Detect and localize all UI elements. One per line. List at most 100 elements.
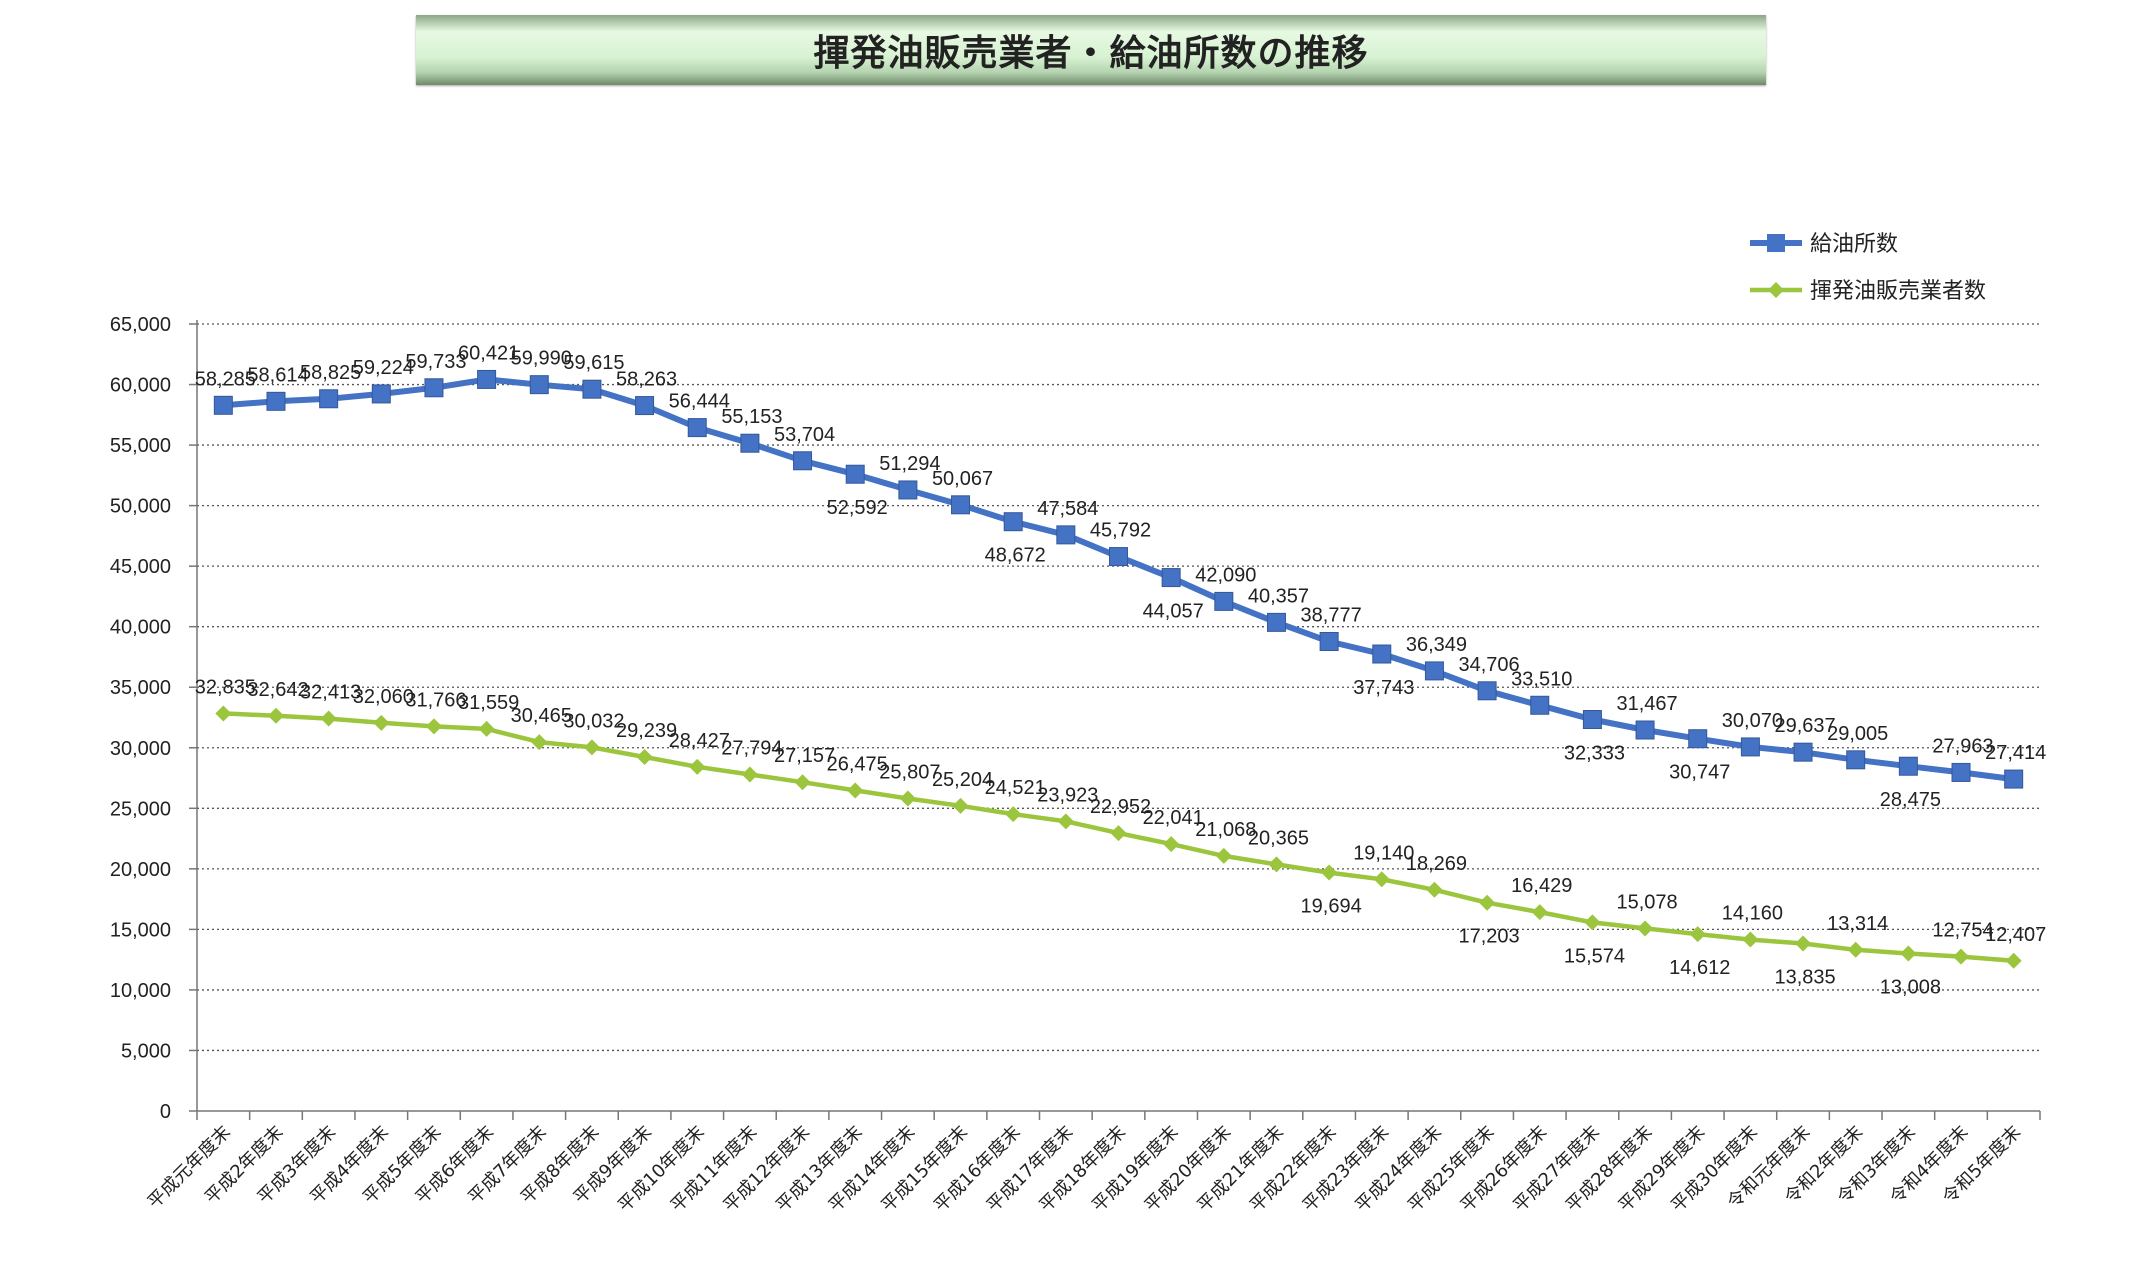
- data-point-station: [1635, 720, 1655, 740]
- data-point-station: [1688, 729, 1708, 749]
- data-label-dealer: 14,160: [1722, 903, 1783, 925]
- data-point-dealer: [373, 714, 390, 731]
- y-tick-label: 40,000: [110, 617, 171, 639]
- legend-label-stations: 給油所数: [1810, 232, 1898, 257]
- data-point-dealer: [478, 720, 495, 737]
- data-point-dealer: [1742, 931, 1759, 948]
- data-label-station: 52,592: [827, 497, 888, 519]
- data-point-dealer: [1689, 926, 1706, 943]
- data-point-dealer: [215, 705, 232, 722]
- data-label-dealer: 25,204: [932, 769, 993, 791]
- data-label-station: 53,704: [774, 424, 835, 446]
- data-point-dealer: [583, 739, 600, 756]
- data-point-station: [319, 389, 339, 409]
- data-label-dealer: 19,694: [1301, 896, 1362, 918]
- data-label-dealer: 12,754: [1932, 920, 1993, 942]
- y-tick-label: 30,000: [110, 738, 171, 760]
- data-label-dealer: 17,203: [1459, 926, 1520, 948]
- data-point-station: [1109, 547, 1128, 567]
- data-label-dealer: 29,239: [616, 720, 677, 742]
- y-tick-label: 35,000: [110, 677, 171, 699]
- data-point-dealer: [1373, 871, 1390, 888]
- data-point-dealer: [636, 748, 653, 765]
- data-point-station: [477, 369, 497, 389]
- data-label-dealer: 12,407: [1985, 924, 2046, 946]
- data-label-dealer: 19,140: [1353, 842, 1414, 864]
- data-point-station: [2004, 769, 2024, 789]
- y-tick-label: 5,000: [121, 1040, 171, 1062]
- data-point-dealer: [847, 782, 864, 799]
- data-point-station: [1424, 661, 1444, 681]
- data-label-dealer: 27,157: [774, 745, 835, 767]
- data-point-dealer: [425, 718, 442, 735]
- data-point-station: [687, 418, 707, 438]
- data-point-dealer: [1637, 920, 1654, 937]
- data-point-station: [1898, 756, 1918, 776]
- data-label-station: 45,792: [1090, 520, 1151, 542]
- data-label-dealer: 21,068: [1195, 819, 1256, 841]
- data-label-station: 50,067: [932, 468, 993, 490]
- data-point-station: [1056, 525, 1076, 545]
- data-label-dealer: 15,078: [1616, 891, 1677, 913]
- data-point-dealer: [1268, 856, 1285, 873]
- data-label-dealer: 32,835: [195, 676, 256, 698]
- data-point-dealer: [1321, 864, 1338, 881]
- data-label-dealer: 24,521: [985, 777, 1046, 799]
- data-label-station: 31,467: [1616, 693, 1677, 715]
- data-label-dealer: 30,032: [563, 710, 624, 732]
- data-point-station: [1582, 710, 1602, 730]
- data-point-station: [1003, 512, 1023, 532]
- data-label-station: 27,963: [1932, 735, 1993, 757]
- data-label-station: 59,615: [563, 352, 624, 374]
- data-label-dealer: 30,465: [511, 705, 572, 727]
- data-point-station: [1793, 742, 1813, 762]
- data-label-station: 58,285: [195, 368, 256, 390]
- data-point-dealer: [267, 707, 284, 724]
- data-point-station: [1530, 695, 1550, 715]
- data-label-dealer: 13,835: [1774, 966, 1835, 988]
- y-tick-label: 55,000: [110, 435, 171, 457]
- data-label-station: 33,510: [1511, 668, 1572, 690]
- y-tick-label: 20,000: [110, 859, 171, 881]
- data-label-dealer: 32,413: [300, 682, 361, 704]
- data-label-station: 58,614: [247, 364, 308, 386]
- data-point-station: [1372, 644, 1392, 664]
- data-label-station: 55,153: [721, 406, 782, 428]
- data-label-dealer: 22,952: [1090, 796, 1151, 818]
- data-point-station: [1951, 762, 1971, 782]
- y-tick-label: 60,000: [110, 375, 171, 397]
- data-point-dealer: [1900, 945, 1917, 962]
- data-point-station: [635, 396, 655, 416]
- data-label-dealer: 18,269: [1406, 853, 1467, 875]
- data-label-dealer: 23,923: [1037, 784, 1098, 806]
- data-label-station: 58,825: [300, 362, 361, 384]
- data-point-station: [740, 433, 760, 453]
- data-point-station: [1846, 750, 1866, 770]
- data-label-dealer: 31,766: [405, 689, 466, 711]
- data-label-station: 36,349: [1406, 634, 1467, 656]
- y-tick-label: 10,000: [110, 980, 171, 1002]
- legend-label-dealers: 揮発油販売業者数: [1810, 279, 1986, 304]
- legend-marker-dealers: [1768, 282, 1784, 298]
- data-label-dealer: 22,041: [1143, 807, 1204, 829]
- data-label-dealer: 25,807: [879, 762, 940, 784]
- data-point-dealer: [531, 734, 548, 751]
- data-point-station: [424, 378, 444, 398]
- data-point-dealer: [899, 790, 916, 807]
- data-label-station: 60,421: [458, 342, 519, 364]
- data-point-station: [1161, 568, 1181, 588]
- data-point-dealer: [952, 797, 969, 814]
- data-label-station: 42,090: [1195, 564, 1256, 586]
- data-label-dealer: 32,642: [247, 679, 308, 701]
- data-label-dealer: 16,429: [1511, 875, 1572, 897]
- data-label-dealer: 20,365: [1248, 827, 1309, 849]
- data-point-dealer: [1005, 806, 1022, 823]
- data-label-station: 30,747: [1669, 762, 1730, 784]
- chart-title: 揮発油販売業者・給油所数の推移: [813, 33, 1369, 74]
- data-label-station: 56,444: [669, 391, 730, 413]
- data-label-station: 30,070: [1722, 710, 1783, 732]
- data-point-dealer: [1057, 813, 1074, 830]
- data-label-station: 51,294: [879, 453, 940, 475]
- data-point-dealer: [794, 774, 811, 791]
